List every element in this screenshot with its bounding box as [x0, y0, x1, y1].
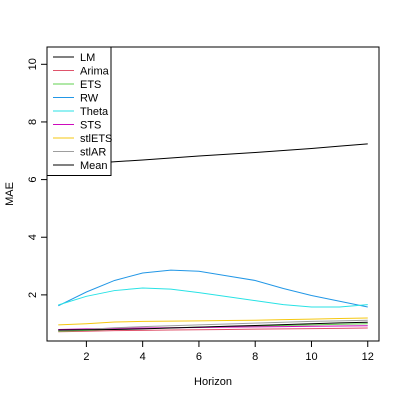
series-line-stlar: [58, 319, 368, 332]
y-tick-label: 8: [27, 119, 39, 125]
x-axis: 2 4 6 8 10 12: [58, 340, 374, 363]
x-tick-label: 2: [83, 351, 89, 363]
legend-label-lm: LM: [80, 52, 95, 64]
y-tick-label: 10: [27, 58, 39, 70]
x-tick-label: 6: [196, 351, 202, 363]
x-axis-title: Horizon: [194, 376, 232, 388]
x-tick-label: 4: [140, 351, 146, 363]
y-tick-label: 2: [27, 292, 39, 298]
series-line-stlets: [58, 317, 368, 326]
legend-label-arima: Arima: [80, 66, 110, 78]
legend-label-theta: Theta: [80, 106, 109, 118]
series-line-rw: [58, 269, 368, 308]
legend-label-stlets: stlETS: [80, 133, 112, 145]
y-axis-title: MAE: [4, 182, 16, 206]
legend-label-sts: STS: [80, 120, 101, 132]
legend-label-stlar: stlAR: [80, 147, 106, 159]
series-line-theta: [58, 287, 368, 308]
legend-label-rw: RW: [80, 93, 99, 105]
y-tick-label: 4: [27, 234, 39, 240]
legend-label-mean: Mean: [80, 160, 108, 172]
series-line-arima: [58, 327, 368, 333]
legend-label-ets: ETS: [80, 79, 101, 91]
y-tick-label: 6: [27, 177, 39, 183]
x-tick-label: 10: [305, 351, 317, 363]
series-lines: [58, 143, 368, 333]
x-tick-label: 8: [252, 351, 258, 363]
series-line-mean: [58, 321, 368, 331]
x-tick-label: 12: [362, 351, 374, 363]
y-axis: 2 4 6 8 10: [27, 58, 48, 298]
